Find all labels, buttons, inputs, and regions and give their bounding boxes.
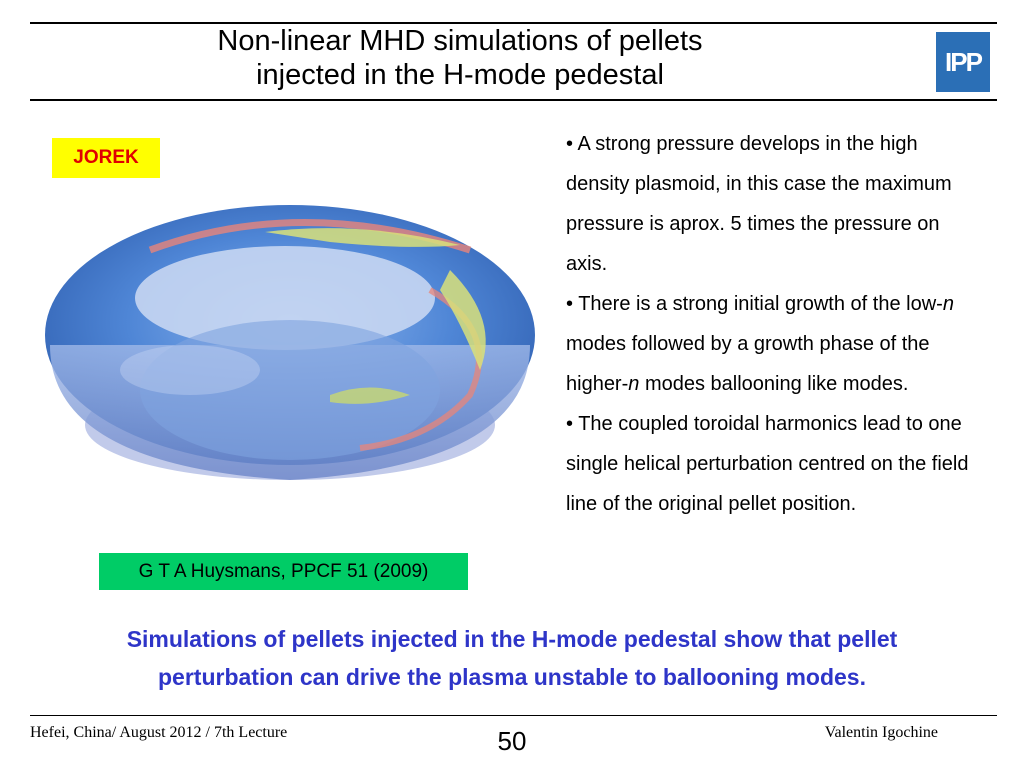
bullet-list: • A strong pressure develops in the high… bbox=[566, 124, 986, 524]
title-underline bbox=[30, 99, 997, 101]
torus-simulation-image bbox=[45, 205, 535, 480]
bullet-growth: • There is a strong initial growth of th… bbox=[566, 284, 986, 404]
bullet-pressure: • A strong pressure develops in the high… bbox=[566, 133, 952, 275]
bullet-growth-text-3: modes ballooning like modes. bbox=[639, 373, 909, 395]
bullet-growth-n2: n bbox=[628, 373, 640, 395]
bullet-growth-text-2: modes followed by a growth phase of the … bbox=[566, 333, 930, 395]
page-title: Non-linear MHD simulations of pellets in… bbox=[0, 24, 920, 92]
page-number: 50 bbox=[497, 726, 527, 756]
top-rule bbox=[30, 22, 997, 24]
conclusion-line-2: perturbation can drive the plasma unstab… bbox=[158, 664, 866, 690]
jorek-badge: JOREK bbox=[52, 138, 160, 178]
conclusion-line-1: Simulations of pellets injected in the H… bbox=[126, 626, 898, 652]
footer-event: Hefei, China/ August 2012 / 7th Lecture bbox=[30, 724, 288, 741]
bullet-growth-text-1: • There is a strong initial growth of th… bbox=[566, 293, 943, 315]
conclusion-text: Simulations of pellets injected in the H… bbox=[20, 620, 1004, 696]
ipp-logo: IPP bbox=[936, 32, 990, 92]
bullet-growth-n1: n bbox=[942, 293, 954, 315]
reference-label: G T A Huysmans, PPCF 51 (2009) bbox=[99, 553, 468, 590]
title-line-2: injected in the H-mode pedestal bbox=[256, 59, 664, 91]
footer-rule bbox=[30, 715, 997, 716]
footer-author: Valentin Igochine bbox=[824, 724, 938, 741]
title-line-1: Non-linear MHD simulations of pellets bbox=[217, 25, 703, 57]
bullet-harmonics: • The coupled toroidal harmonics lead to… bbox=[566, 413, 969, 515]
